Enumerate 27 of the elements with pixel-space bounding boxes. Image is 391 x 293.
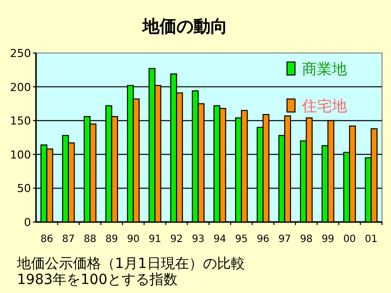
x-tick-label: 01 [364,234,378,245]
x-tick-label: 96 [256,234,270,245]
y-tick-label: 50 [17,182,31,196]
x-tick-label: 88 [84,234,96,245]
x-tick-label: 92 [170,234,183,245]
legend-label: 住宅地 [301,97,347,115]
x-tick-label: 00 [343,234,356,245]
chart-title: 地価の動向 [142,17,228,37]
y-tick-label: 0 [24,216,31,229]
y-tick-label: 100 [10,148,31,162]
x-tick-label: 93 [192,234,205,245]
x-tick-label: 94 [213,234,226,245]
legend-label: 商業地 [302,60,347,78]
x-tick-label: 91 [148,234,162,245]
x-tick-label: 87 [62,234,75,245]
x-tick-label: 98 [300,234,313,245]
y-tick-label: 250 [10,47,31,60]
x-tick-label: 97 [278,234,292,245]
text: 1983年を100とする指数 [17,272,178,288]
x-tick-label: 95 [235,234,248,245]
x-tick-label: 90 [126,234,140,245]
x-tick-label: 86 [40,234,54,245]
x-tick-label: 89 [105,234,118,245]
y-tick-label: 200 [10,80,31,94]
text: 地価公示価格（1月1日現在）の比較 [16,256,245,272]
y-tick-label: 150 [10,114,31,128]
x-tick-label: 99 [322,234,334,245]
